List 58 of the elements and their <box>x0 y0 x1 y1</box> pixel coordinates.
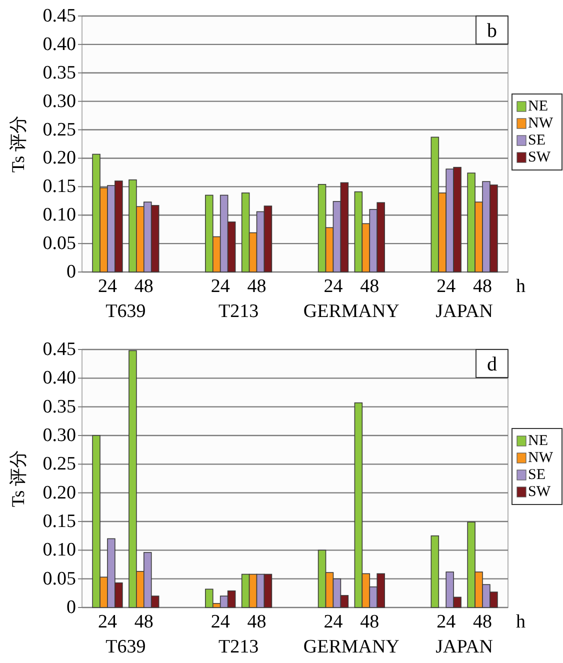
y-tick-label: 0.45 <box>42 6 76 26</box>
legend-label: NW <box>528 450 554 466</box>
text: T639 <box>106 636 146 658</box>
x-tick-label: 48 <box>473 276 492 297</box>
y-tick-label: 0.05 <box>42 568 76 590</box>
y-tick-label: 0.10 <box>42 540 76 561</box>
legend-label: NE <box>528 433 548 449</box>
y-tick-label: 0.05 <box>42 233 76 254</box>
x-tick-label: 24 <box>324 612 344 632</box>
legend-label: SE <box>528 132 546 148</box>
text: T639 <box>106 301 146 322</box>
x-tick-label: 24 <box>210 612 230 632</box>
x-tick-label: 48 <box>473 612 492 632</box>
y-axis-title: Ts 评分 <box>8 115 28 173</box>
y-axis-title: Ts 评分 <box>8 450 28 508</box>
x-tick-label: 48 <box>360 276 380 297</box>
legend-label: NE <box>528 98 548 114</box>
y-tick-label: 0.25 <box>42 454 76 475</box>
y-tick-label: 0.20 <box>42 482 76 504</box>
chart-title: b <box>487 20 497 42</box>
y-tick-label: 0.10 <box>42 204 76 226</box>
x-tick-label: 24 <box>436 612 456 632</box>
legend-label: SW <box>528 484 552 500</box>
text: JAPAN <box>436 301 494 322</box>
y-tick-label: 0.45 <box>42 339 76 360</box>
text: JAPAN <box>436 636 494 658</box>
y-tick-label: 0.35 <box>42 396 76 418</box>
legend-label: SW <box>528 150 552 166</box>
text: T213 <box>218 301 259 322</box>
x-tick-label: 48 <box>247 276 266 297</box>
x-tick-label: 24 <box>324 276 344 297</box>
text: GERMANY <box>303 636 400 658</box>
x-tick-label: 48 <box>360 612 380 632</box>
x-tick-label: 24 <box>98 612 118 632</box>
y-tick-label: 0 <box>66 597 76 618</box>
x-tick-label: 24 <box>98 276 118 297</box>
y-tick-label: 0.15 <box>42 511 76 532</box>
y-tick-label: 0.40 <box>42 34 76 55</box>
legend-label: NW <box>528 116 554 132</box>
x-axis-title: h <box>516 276 526 297</box>
y-tick-label: 0.25 <box>42 119 76 140</box>
y-tick-label: 0.30 <box>42 425 76 446</box>
text: T213 <box>218 636 259 658</box>
x-tick-label: 24 <box>210 276 230 297</box>
y-tick-label: 0.35 <box>42 62 76 84</box>
legend-label: SE <box>528 467 546 483</box>
x-axis-title: h <box>516 612 526 632</box>
y-tick-label: 0.30 <box>42 90 76 112</box>
y-tick-label: 0.40 <box>42 368 76 389</box>
x-tick-label: 48 <box>247 612 266 632</box>
y-tick-label: 0 <box>66 262 76 282</box>
x-tick-label: 24 <box>436 276 456 297</box>
y-tick-label: 0.20 <box>42 148 76 169</box>
text: GERMANY <box>303 301 400 322</box>
y-tick-label: 0.15 <box>42 176 76 198</box>
x-tick-label: 48 <box>134 612 154 632</box>
x-tick-label: 48 <box>134 276 154 297</box>
chart-title: d <box>487 354 497 376</box>
